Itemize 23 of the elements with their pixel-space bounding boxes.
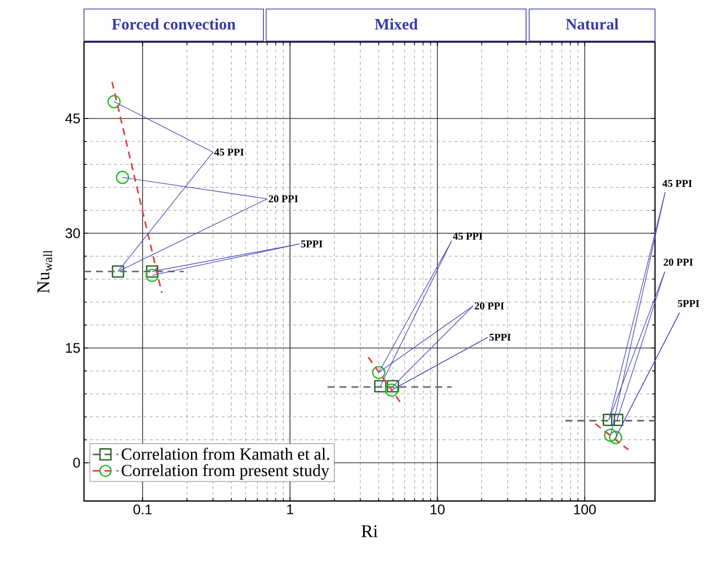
annotation: 5PPI bbox=[678, 300, 700, 308]
annotation: 45 PPI bbox=[452, 232, 482, 240]
x-tick-label: 1 bbox=[287, 504, 294, 514]
y-tick-label: 15 bbox=[66, 343, 80, 353]
legend-label: Correlation from present study bbox=[122, 464, 330, 480]
y-axis-title: Nu$_{wall}$ bbox=[37, 250, 52, 293]
y-tick-label: 45 bbox=[65, 114, 80, 124]
annotation: 5PPI bbox=[301, 240, 322, 248]
x-tick-label: 100 bbox=[574, 504, 596, 514]
annotation: 45 PPI bbox=[214, 148, 244, 156]
text: Forced convection bbox=[112, 18, 236, 30]
annotation: 20 PPI bbox=[474, 302, 504, 310]
annotation: 5PPI bbox=[489, 334, 511, 341]
legend-label: Correlation from Kamath et al. bbox=[122, 448, 330, 460]
y-tick-label: 0 bbox=[73, 458, 80, 468]
text: Mixed bbox=[374, 18, 418, 30]
text: Natural bbox=[566, 18, 618, 30]
x-axis-title: Ri bbox=[362, 525, 378, 538]
x-tick-label: 10 bbox=[430, 504, 445, 514]
x-tick-label: 0.1 bbox=[133, 504, 152, 514]
y-tick-label: 30 bbox=[65, 228, 80, 238]
annotation: 45 PPI bbox=[662, 180, 692, 187]
annotation: 20 PPI bbox=[664, 258, 693, 266]
